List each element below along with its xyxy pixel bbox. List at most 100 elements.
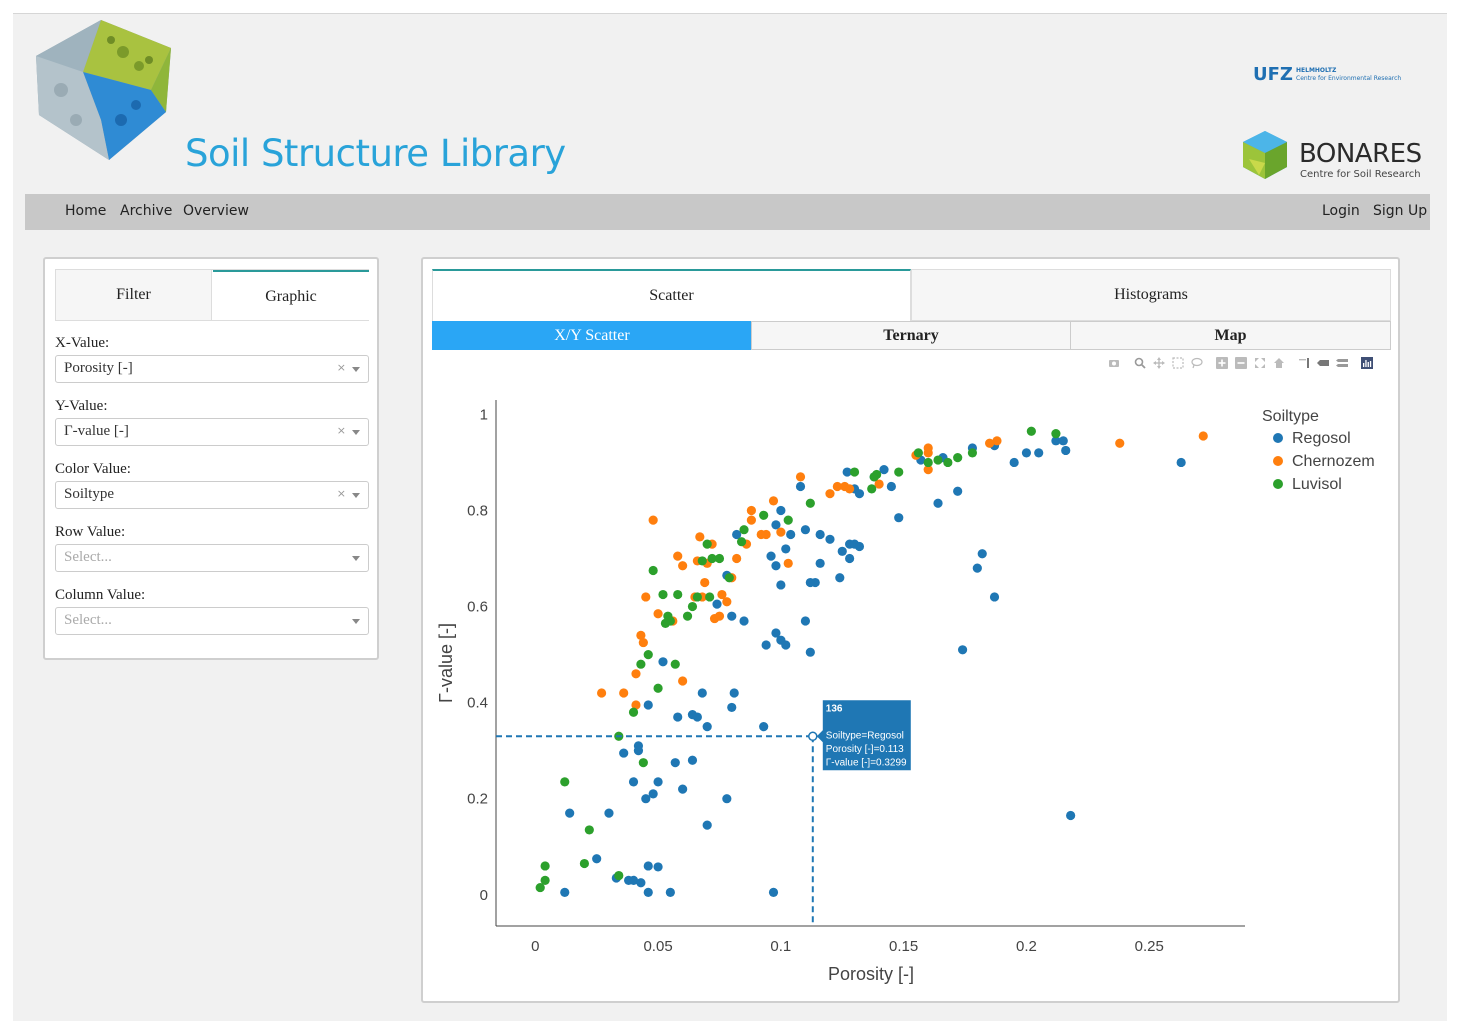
data-point-regosol[interactable]: [879, 465, 889, 475]
data-point-regosol[interactable]: [619, 748, 629, 758]
data-point-regosol[interactable]: [1066, 810, 1076, 821]
data-point-regosol[interactable]: [771, 520, 781, 530]
data-point-chernozem[interactable]: [673, 551, 683, 561]
data-point-regosol[interactable]: [636, 878, 646, 888]
data-point-regosol[interactable]: [604, 808, 614, 818]
legend-item[interactable]: Luvisol: [1292, 476, 1342, 493]
data-point-regosol[interactable]: [768, 887, 779, 897]
data-point-chernozem[interactable]: [1198, 431, 1208, 441]
tab-map[interactable]: Map: [1070, 321, 1391, 350]
data-point-luvisol[interactable]: [579, 858, 590, 869]
data-point-chernozem[interactable]: [768, 496, 779, 506]
data-point-regosol[interactable]: [800, 525, 811, 535]
data-point-chernozem[interactable]: [746, 515, 756, 525]
data-point-luvisol[interactable]: [805, 498, 815, 508]
data-point-chernozem[interactable]: [761, 529, 771, 540]
data-point-regosol[interactable]: [795, 481, 806, 492]
data-point-chernozem[interactable]: [985, 438, 995, 448]
data-point-luvisol[interactable]: [697, 556, 707, 566]
data-point-regosol[interactable]: [687, 710, 698, 720]
data-point-chernozem[interactable]: [832, 481, 842, 492]
data-point-regosol[interactable]: [670, 758, 680, 768]
data-point-chernozem[interactable]: [638, 637, 648, 648]
data-point-regosol[interactable]: [776, 505, 786, 516]
data-point-luvisol[interactable]: [783, 515, 793, 525]
data-point-luvisol[interactable]: [682, 611, 693, 621]
data-point-chernozem[interactable]: [874, 479, 884, 489]
data-point-regosol[interactable]: [727, 702, 737, 713]
data-point-luvisol[interactable]: [724, 573, 734, 583]
data-point-luvisol[interactable]: [658, 589, 668, 600]
data-point-regosol[interactable]: [766, 551, 776, 561]
data-point-regosol[interactable]: [854, 541, 865, 552]
data-point-luvisol[interactable]: [692, 592, 702, 602]
data-point-luvisol[interactable]: [702, 539, 712, 549]
data-point-regosol[interactable]: [815, 529, 825, 540]
nav-archive[interactable]: Archive: [120, 203, 173, 219]
data-point-luvisol[interactable]: [643, 649, 653, 660]
data-point-regosol[interactable]: [837, 546, 847, 556]
data-point-regosol[interactable]: [628, 777, 639, 787]
chevron-down-icon[interactable]: [352, 556, 360, 561]
chevron-down-icon[interactable]: [352, 619, 360, 624]
data-point-chernozem[interactable]: [631, 700, 641, 710]
tab-scatter[interactable]: Scatter: [432, 269, 911, 321]
data-point-luvisol[interactable]: [687, 601, 698, 612]
data-point-luvisol[interactable]: [933, 455, 943, 465]
data-point-regosol[interactable]: [957, 645, 968, 655]
data-point-luvisol[interactable]: [714, 553, 725, 564]
nav-sign-up[interactable]: Sign Up: [1373, 203, 1428, 219]
data-point-luvisol[interactable]: [739, 525, 749, 535]
data-point-chernozem[interactable]: [678, 676, 688, 686]
data-point-regosol[interactable]: [805, 577, 815, 588]
tab-ternary[interactable]: Ternary: [751, 321, 1071, 350]
data-point-chernozem[interactable]: [631, 669, 641, 679]
data-point-regosol[interactable]: [643, 861, 653, 871]
data-point-regosol[interactable]: [678, 784, 688, 794]
autoscale-icon[interactable]: [1254, 357, 1266, 369]
data-point-luvisol[interactable]: [923, 457, 933, 468]
data-point-regosol[interactable]: [989, 592, 1000, 602]
data-point-chernozem[interactable]: [992, 436, 1002, 446]
data-point-luvisol[interactable]: [953, 453, 963, 463]
data-point-regosol[interactable]: [1051, 436, 1061, 446]
data-point-chernozem[interactable]: [722, 597, 732, 607]
data-point-chernozem[interactable]: [641, 592, 651, 602]
color-value-clear-icon[interactable]: ×: [336, 487, 346, 500]
data-point-regosol[interactable]: [739, 616, 749, 626]
hover-compare-icon[interactable]: [1336, 357, 1348, 369]
data-point-luvisol[interactable]: [1051, 429, 1061, 439]
data-point-luvisol[interactable]: [665, 616, 675, 626]
pan-icon[interactable]: [1153, 357, 1165, 369]
data-point-chernozem[interactable]: [923, 448, 933, 458]
box-select-icon[interactable]: [1172, 357, 1184, 369]
scatter-plot[interactable]: 0 0.05 0.1 0.15 0.2 0.25 0 0.2 0.4 0.6 0.8 1 Poros…: [432, 374, 1391, 994]
x-value-clear-icon[interactable]: ×: [336, 361, 346, 374]
x-value-select[interactable]: Porosity [-] ×: [55, 355, 369, 383]
plotly-logo-icon[interactable]: [1361, 357, 1373, 369]
data-point-regosol[interactable]: [643, 887, 653, 897]
data-point-regosol[interactable]: [761, 640, 771, 650]
spike-lines-icon[interactable]: [1298, 357, 1310, 369]
lasso-select-icon[interactable]: [1191, 357, 1203, 369]
data-point-luvisol[interactable]: [1026, 426, 1036, 436]
data-point-chernozem[interactable]: [695, 532, 705, 542]
data-point-luvisol[interactable]: [894, 467, 904, 477]
nav-login[interactable]: Login: [1322, 203, 1360, 219]
data-point-regosol[interactable]: [781, 544, 791, 554]
chevron-down-icon[interactable]: [352, 430, 360, 435]
data-point-regosol[interactable]: [1176, 457, 1186, 468]
data-point-chernozem[interactable]: [717, 589, 727, 600]
data-point-chernozem[interactable]: [776, 527, 786, 537]
zoom-out-icon[interactable]: [1235, 357, 1247, 369]
data-point-chernozem[interactable]: [596, 688, 607, 698]
data-point-luvisol[interactable]: [705, 592, 715, 602]
data-point-luvisol[interactable]: [628, 707, 639, 717]
data-point-regosol[interactable]: [697, 688, 707, 698]
data-point-chernozem[interactable]: [783, 558, 793, 568]
data-point-luvisol[interactable]: [736, 537, 747, 547]
nav-overview[interactable]: Overview: [183, 203, 249, 219]
data-point-regosol[interactable]: [776, 580, 786, 590]
data-point-chernozem[interactable]: [700, 577, 710, 588]
data-point-chernozem[interactable]: [714, 611, 725, 621]
